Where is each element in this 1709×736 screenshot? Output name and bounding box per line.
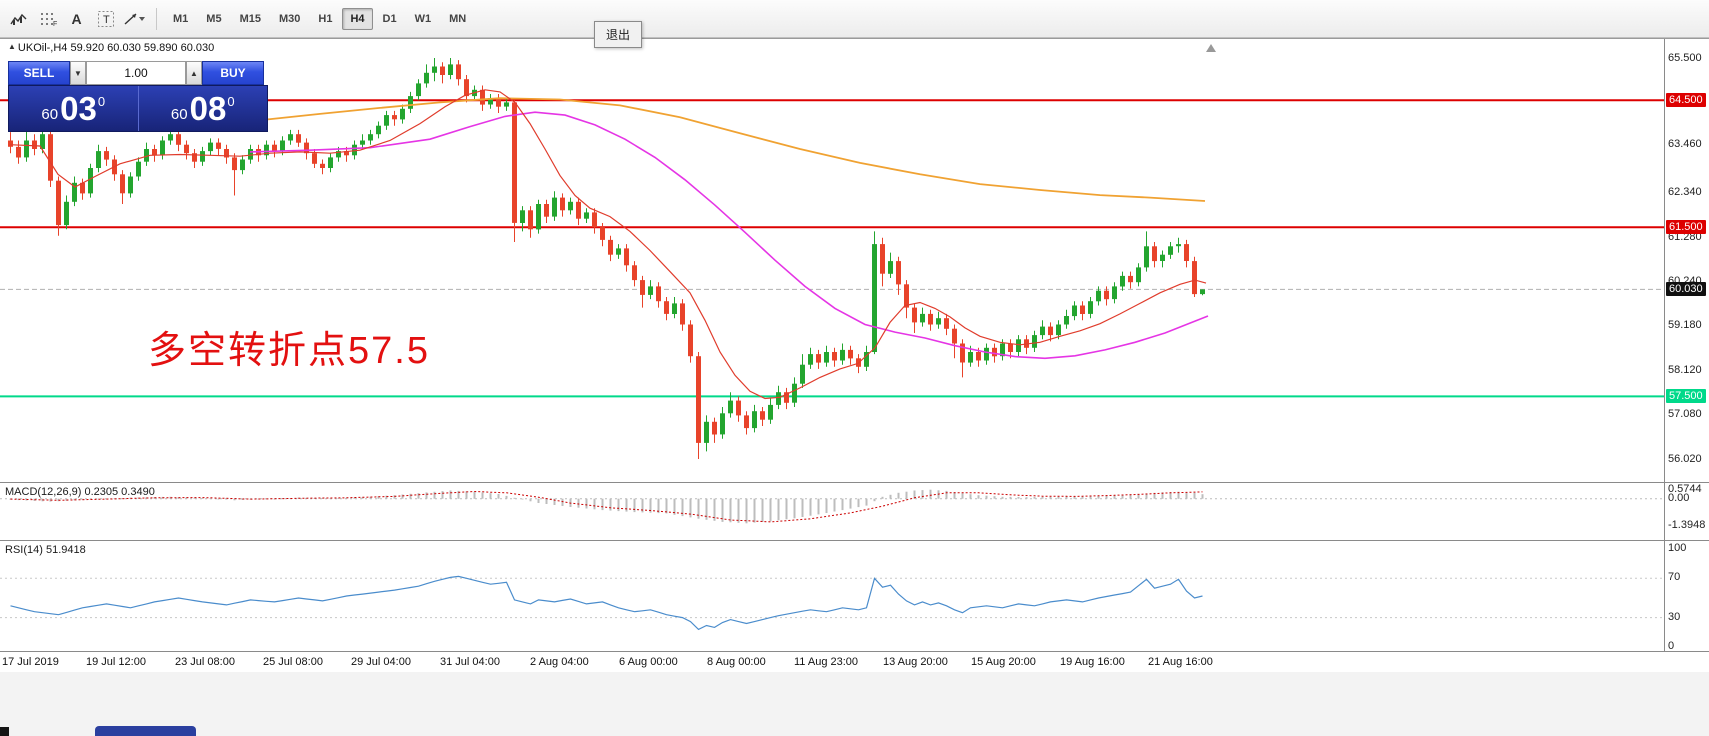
volume-input[interactable] xyxy=(86,61,186,85)
toolbar-separator xyxy=(156,7,157,30)
boxed-t-glyph: T xyxy=(97,10,114,27)
rsi-canvas[interactable] xyxy=(0,542,1664,652)
sell-price-pips: 03 xyxy=(60,90,97,127)
time-tick-label: 17 Jul 2019 xyxy=(2,656,59,668)
macd-label: MACD(12,26,9) 0.2305 0.3490 xyxy=(5,486,155,498)
grid-icon[interactable]: F xyxy=(34,7,61,31)
time-tick-label: 19 Aug 16:00 xyxy=(1060,656,1125,668)
price-tick-label: 58.120 xyxy=(1668,364,1702,377)
main-chart-canvas[interactable] xyxy=(0,39,1664,481)
time-tick-label: 23 Jul 08:00 xyxy=(175,656,235,668)
trade-prices-row: 60 03 0 60 08 0 xyxy=(8,85,268,132)
svg-text:F: F xyxy=(53,21,57,27)
chart-type-icon[interactable] xyxy=(5,7,32,31)
time-tick-label: 19 Jul 12:00 xyxy=(86,656,146,668)
tab-timeframe-h1[interactable]: H1 xyxy=(318,12,333,25)
time-tick-label: 25 Jul 08:00 xyxy=(263,656,323,668)
symbol-info: ▲ UKOil-,H4 59.920 60.030 59.890 60.030 xyxy=(8,42,214,54)
chart-window: 65.500 63.460 62.340 61.280 60.240 59.180 58.1… xyxy=(0,38,1709,673)
bottom-corner-block xyxy=(0,727,9,736)
price-highlight-label: 64.500 xyxy=(1666,93,1706,108)
text-annotation-icon[interactable]: A xyxy=(71,10,82,27)
bottom-strip xyxy=(0,672,1709,736)
main-price-panel: 65.500 63.460 62.340 61.280 60.240 59.180 58.1… xyxy=(0,39,1709,482)
price-highlight-label: 61.500 xyxy=(1666,220,1706,235)
macd-panel: 0.5744 0.00 -1.3948 MACD(12,26,9) 0.2305 0… xyxy=(0,482,1709,540)
time-tick-label: 31 Jul 04:00 xyxy=(440,656,500,668)
text-label-icon[interactable]: T xyxy=(92,7,119,31)
toolbar: F A T M1 M5 M15 M30 H1 H4 D1 W1 MN xyxy=(0,0,1709,38)
symbol-ohlc-text: UKOil-,H4 59.920 60.030 59.890 60.030 xyxy=(17,42,215,54)
collapse-arrow-icon[interactable]: ▲ xyxy=(8,42,16,51)
time-tick-label: 11 Aug 23:00 xyxy=(794,656,859,668)
tab-timeframe-mn[interactable]: MN xyxy=(449,12,467,25)
volume-decrease-button[interactable]: ▼ xyxy=(70,61,86,85)
candlestick-glyph xyxy=(9,13,26,25)
time-tick-label: 15 Aug 20:00 xyxy=(971,656,1036,668)
sell-price: 60 03 0 xyxy=(9,86,139,131)
sell-price-figure: 60 xyxy=(41,106,59,123)
price-highlight-label: 60.030 xyxy=(1666,282,1706,297)
svg-text:T: T xyxy=(103,14,110,26)
crosshair-icon[interactable] xyxy=(121,7,148,31)
rsi-tick-label: 70 xyxy=(1668,571,1681,584)
exit-button[interactable]: 退出 xyxy=(594,21,642,48)
sell-button[interactable]: SELL xyxy=(8,61,70,85)
macd-tick-label: -1.3948 xyxy=(1668,519,1706,532)
buy-price: 60 08 0 xyxy=(139,86,268,131)
macd-tick-label: 0.5744 xyxy=(1668,483,1702,495)
rsi-label: RSI(14) 51.9418 xyxy=(5,544,86,556)
rsi-tick-label: 100 xyxy=(1668,541,1687,554)
rsi-panel: 100 70 30 0 RSI(14) 51.9418 xyxy=(0,540,1709,653)
time-tick-label: 21 Aug 16:00 xyxy=(1148,656,1213,668)
time-tick-label: 13 Aug 20:00 xyxy=(883,656,948,668)
price-tick-label: 63.460 xyxy=(1668,138,1702,151)
price-tick-label: 62.340 xyxy=(1668,185,1702,198)
tab-timeframe-d1[interactable]: D1 xyxy=(382,12,397,25)
tab-timeframe-m1[interactable]: M1 xyxy=(173,12,189,25)
tab-timeframe-m5[interactable]: M5 xyxy=(206,12,222,25)
tab-timeframe-h4[interactable]: H4 xyxy=(342,7,373,30)
buy-price-figure: 60 xyxy=(170,106,188,123)
time-tick-label: 29 Jul 04:00 xyxy=(351,656,411,668)
price-tick-label: 56.020 xyxy=(1668,453,1702,465)
price-tick-label: 59.180 xyxy=(1668,319,1702,332)
price-tick-label: 65.500 xyxy=(1668,52,1702,65)
time-axis[interactable]: 17 Jul 2019 19 Jul 12:00 23 Jul 08:00 25 Ju… xyxy=(0,651,1709,673)
taskbar-tab[interactable] xyxy=(95,726,196,736)
one-click-trading-panel: SELL ▼ ▲ BUY 60 03 0 60 08 0 xyxy=(8,61,268,132)
volume-increase-button[interactable]: ▲ xyxy=(186,61,202,85)
tab-timeframe-m30[interactable]: M30 xyxy=(278,12,301,25)
trade-controls-row: SELL ▼ ▲ BUY xyxy=(8,61,268,85)
price-highlight-label: 57.500 xyxy=(1666,389,1706,404)
time-tick-label: 8 Aug 00:00 xyxy=(707,656,766,668)
buy-price-pips: 08 xyxy=(189,90,227,127)
timeframe-group: M1 M5 M15 M30 H1 H4 D1 W1 MN xyxy=(165,7,476,30)
time-tick-label: 2 Aug 04:00 xyxy=(530,656,589,668)
tab-timeframe-m15[interactable]: M15 xyxy=(239,12,261,25)
sell-price-point: 0 xyxy=(97,94,106,109)
buy-button[interactable]: BUY xyxy=(202,61,264,85)
price-tick-label: 57.080 xyxy=(1668,408,1702,421)
crosshair-glyph xyxy=(124,12,145,25)
chart-shift-marker-icon xyxy=(1206,44,1216,52)
macd-axis[interactable]: 0.5744 0.00 -1.3948 xyxy=(1664,483,1709,540)
chart-annotation-text: 多空转折点57.5 xyxy=(148,330,430,372)
buy-price-point: 0 xyxy=(227,94,235,109)
price-axis[interactable]: 65.500 63.460 62.340 61.280 60.240 59.180 58.1… xyxy=(1664,39,1709,482)
tab-timeframe-w1[interactable]: W1 xyxy=(414,12,432,25)
rsi-tick-label: 0 xyxy=(1668,640,1675,653)
macd-canvas[interactable] xyxy=(0,484,1664,540)
rsi-axis[interactable]: 100 70 30 0 xyxy=(1664,541,1709,653)
time-tick-label: 6 Aug 00:00 xyxy=(619,656,678,668)
rsi-tick-label: 30 xyxy=(1668,610,1681,623)
grid-dots-glyph: F xyxy=(40,12,57,27)
macd-tick-label: 0.00 xyxy=(1668,491,1690,504)
